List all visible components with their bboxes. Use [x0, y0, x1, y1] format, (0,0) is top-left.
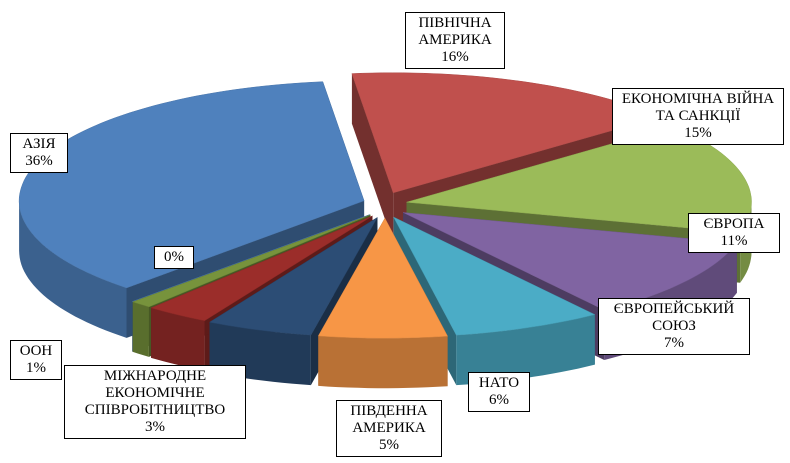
- category-label: ООН: [19, 343, 53, 359]
- percent-label: 5%: [379, 437, 399, 453]
- data-label: ЕКОНОМІЧНА ВІЙНА ТА САНКЦІЇ 15%: [612, 88, 784, 145]
- slice-wall: [318, 335, 448, 389]
- percent-label: 3%: [145, 419, 165, 435]
- slice-side: [151, 215, 373, 358]
- percent-label: 0%: [164, 249, 184, 265]
- slice-wall: [19, 200, 127, 338]
- slice-side: [351, 73, 394, 243]
- category-label: МІЖНАРОДНЕ ЕКОНОМІЧНЕ СПІВРОБІТНИЦТВО: [84, 368, 226, 418]
- percent-label: 7%: [664, 335, 684, 351]
- category-label: ЄВРОПА: [703, 216, 765, 232]
- data-label: НАТО 6%: [468, 372, 530, 412]
- data-label: МІЖНАРОДНЕ ЕКОНОМІЧНЕ СПІВРОБІТНИЦТВО 3%: [64, 365, 246, 439]
- data-label: ПІВНІЧНА АМЕРИКА 16%: [405, 12, 505, 69]
- slice: [150, 215, 373, 321]
- data-label: ЄВРОПЕЙСЬКИЙ СОЮЗ 7%: [598, 298, 750, 355]
- category-label: АЗІЯ: [22, 136, 56, 152]
- data-label: ПІВДЕННА АМЕРИКА 5%: [336, 400, 442, 457]
- percent-label: 36%: [25, 153, 53, 169]
- percent-label: 15%: [684, 125, 712, 141]
- data-label: ЄВРОПА 11%: [688, 213, 780, 253]
- percent-label: 11%: [720, 233, 748, 249]
- category-label: ПІВНІЧНА АМЕРИКА: [418, 15, 492, 48]
- category-label: ЕКОНОМІЧНА ВІЙНА ТА САНКЦІЇ: [621, 91, 775, 124]
- percent-label: 1%: [26, 360, 46, 376]
- slice-wall: [151, 307, 205, 371]
- category-label: НАТО: [478, 375, 520, 391]
- data-label: АЗІЯ 36%: [10, 133, 68, 173]
- category-label: ЄВРОПЕЙСЬКИЙ СОЮЗ: [613, 301, 735, 334]
- slice: [132, 214, 371, 308]
- data-label: ООН 1%: [10, 340, 62, 380]
- data-label: 0%: [154, 246, 194, 269]
- slice: [317, 217, 449, 339]
- slice-wall: [456, 314, 595, 386]
- category-label: ПІВДЕННА АМЕРИКА: [350, 403, 428, 436]
- slice-wall: [132, 301, 149, 357]
- percent-label: 16%: [441, 49, 469, 65]
- percent-label: 6%: [489, 392, 509, 408]
- slice: [393, 216, 596, 336]
- slice: [132, 214, 370, 302]
- slice: [208, 217, 378, 336]
